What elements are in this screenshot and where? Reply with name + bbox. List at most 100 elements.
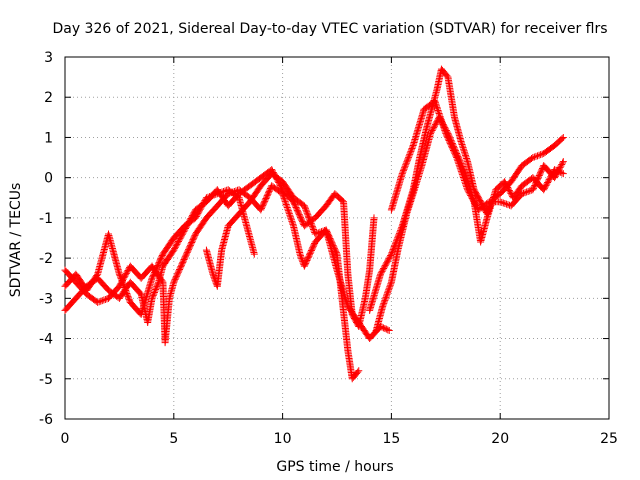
y-tick-label: -4 xyxy=(39,332,53,348)
data-point xyxy=(289,220,297,228)
data-point xyxy=(311,230,319,238)
data-point xyxy=(121,272,129,280)
grid-lines xyxy=(65,57,609,419)
data-point xyxy=(310,226,318,234)
data-point xyxy=(259,200,267,208)
data-point xyxy=(523,188,531,196)
data-point xyxy=(282,199,290,207)
data-point xyxy=(198,202,206,210)
x-tick-label: 15 xyxy=(382,431,400,447)
data-point xyxy=(380,299,388,307)
data-point xyxy=(459,142,467,150)
data-point xyxy=(158,253,166,261)
data-point xyxy=(459,144,467,152)
data-point xyxy=(401,162,409,170)
data-point xyxy=(286,211,294,219)
data-point xyxy=(200,198,208,206)
data-point xyxy=(438,117,446,125)
data-point xyxy=(461,150,469,158)
data-point xyxy=(408,194,416,202)
data-point xyxy=(172,273,180,281)
data-point xyxy=(460,177,468,185)
data-point xyxy=(444,134,452,142)
data-point xyxy=(202,194,210,202)
data-point xyxy=(386,253,394,261)
data-point xyxy=(125,295,133,303)
data-point xyxy=(406,149,414,157)
data-point xyxy=(386,283,394,291)
data-point xyxy=(540,186,548,194)
data-point xyxy=(448,142,456,150)
data-point xyxy=(468,194,476,202)
data-point xyxy=(465,189,473,197)
data-point xyxy=(435,110,443,118)
data-point xyxy=(295,209,303,217)
y-tick-label: -6 xyxy=(39,412,53,428)
data-point xyxy=(398,170,406,178)
data-point xyxy=(284,205,292,213)
data-point xyxy=(531,180,539,188)
data-point xyxy=(537,169,545,177)
data-point xyxy=(406,150,414,158)
data-point xyxy=(207,192,215,200)
data-point xyxy=(153,263,161,271)
data-point xyxy=(292,203,300,211)
data-point xyxy=(209,270,217,278)
data-point xyxy=(484,199,492,207)
data-point xyxy=(559,170,567,178)
data-point xyxy=(150,270,158,278)
data-point xyxy=(201,197,209,205)
data-point xyxy=(184,247,192,255)
data-point xyxy=(151,287,159,295)
data-point xyxy=(259,202,267,210)
data-point xyxy=(158,277,166,285)
data-point xyxy=(308,245,316,253)
data-point xyxy=(300,262,308,270)
data-point xyxy=(501,179,509,187)
data-point xyxy=(382,260,390,268)
data-point xyxy=(287,216,295,224)
data-point xyxy=(556,163,564,171)
data-point xyxy=(384,289,392,297)
data-point xyxy=(434,105,442,113)
data-point xyxy=(385,254,393,262)
data-point xyxy=(175,267,183,275)
data-point xyxy=(283,204,291,212)
data-point xyxy=(501,200,509,208)
data-point xyxy=(149,273,157,281)
data-point xyxy=(185,244,193,252)
y-tick-label: -1 xyxy=(39,211,53,227)
data-point xyxy=(117,273,125,281)
data-point xyxy=(281,196,289,204)
data-point xyxy=(529,184,537,192)
data-point xyxy=(370,214,378,222)
data-point xyxy=(297,213,305,221)
data-point xyxy=(449,146,457,154)
data-point xyxy=(379,302,387,310)
data-point xyxy=(250,250,258,258)
data-point xyxy=(123,291,131,299)
data-point xyxy=(297,252,305,260)
data-point xyxy=(388,249,396,257)
data-point xyxy=(544,177,552,185)
data-point xyxy=(199,200,207,208)
data-point xyxy=(119,279,127,287)
data-point xyxy=(298,218,306,226)
data-point xyxy=(175,236,183,244)
x-tick-label: 20 xyxy=(491,431,509,447)
data-point xyxy=(384,257,392,265)
data-point xyxy=(210,191,218,199)
data-point xyxy=(459,172,467,180)
data-point xyxy=(293,205,301,213)
data-point xyxy=(309,244,317,252)
data-point xyxy=(386,281,394,289)
data-point xyxy=(447,141,455,149)
data-point xyxy=(463,154,471,162)
data-point xyxy=(188,238,196,246)
data-point xyxy=(291,202,299,210)
data-point xyxy=(505,185,513,193)
data-point xyxy=(499,199,507,207)
data-point xyxy=(405,153,413,161)
data-point xyxy=(469,196,477,204)
data-point xyxy=(533,177,541,185)
